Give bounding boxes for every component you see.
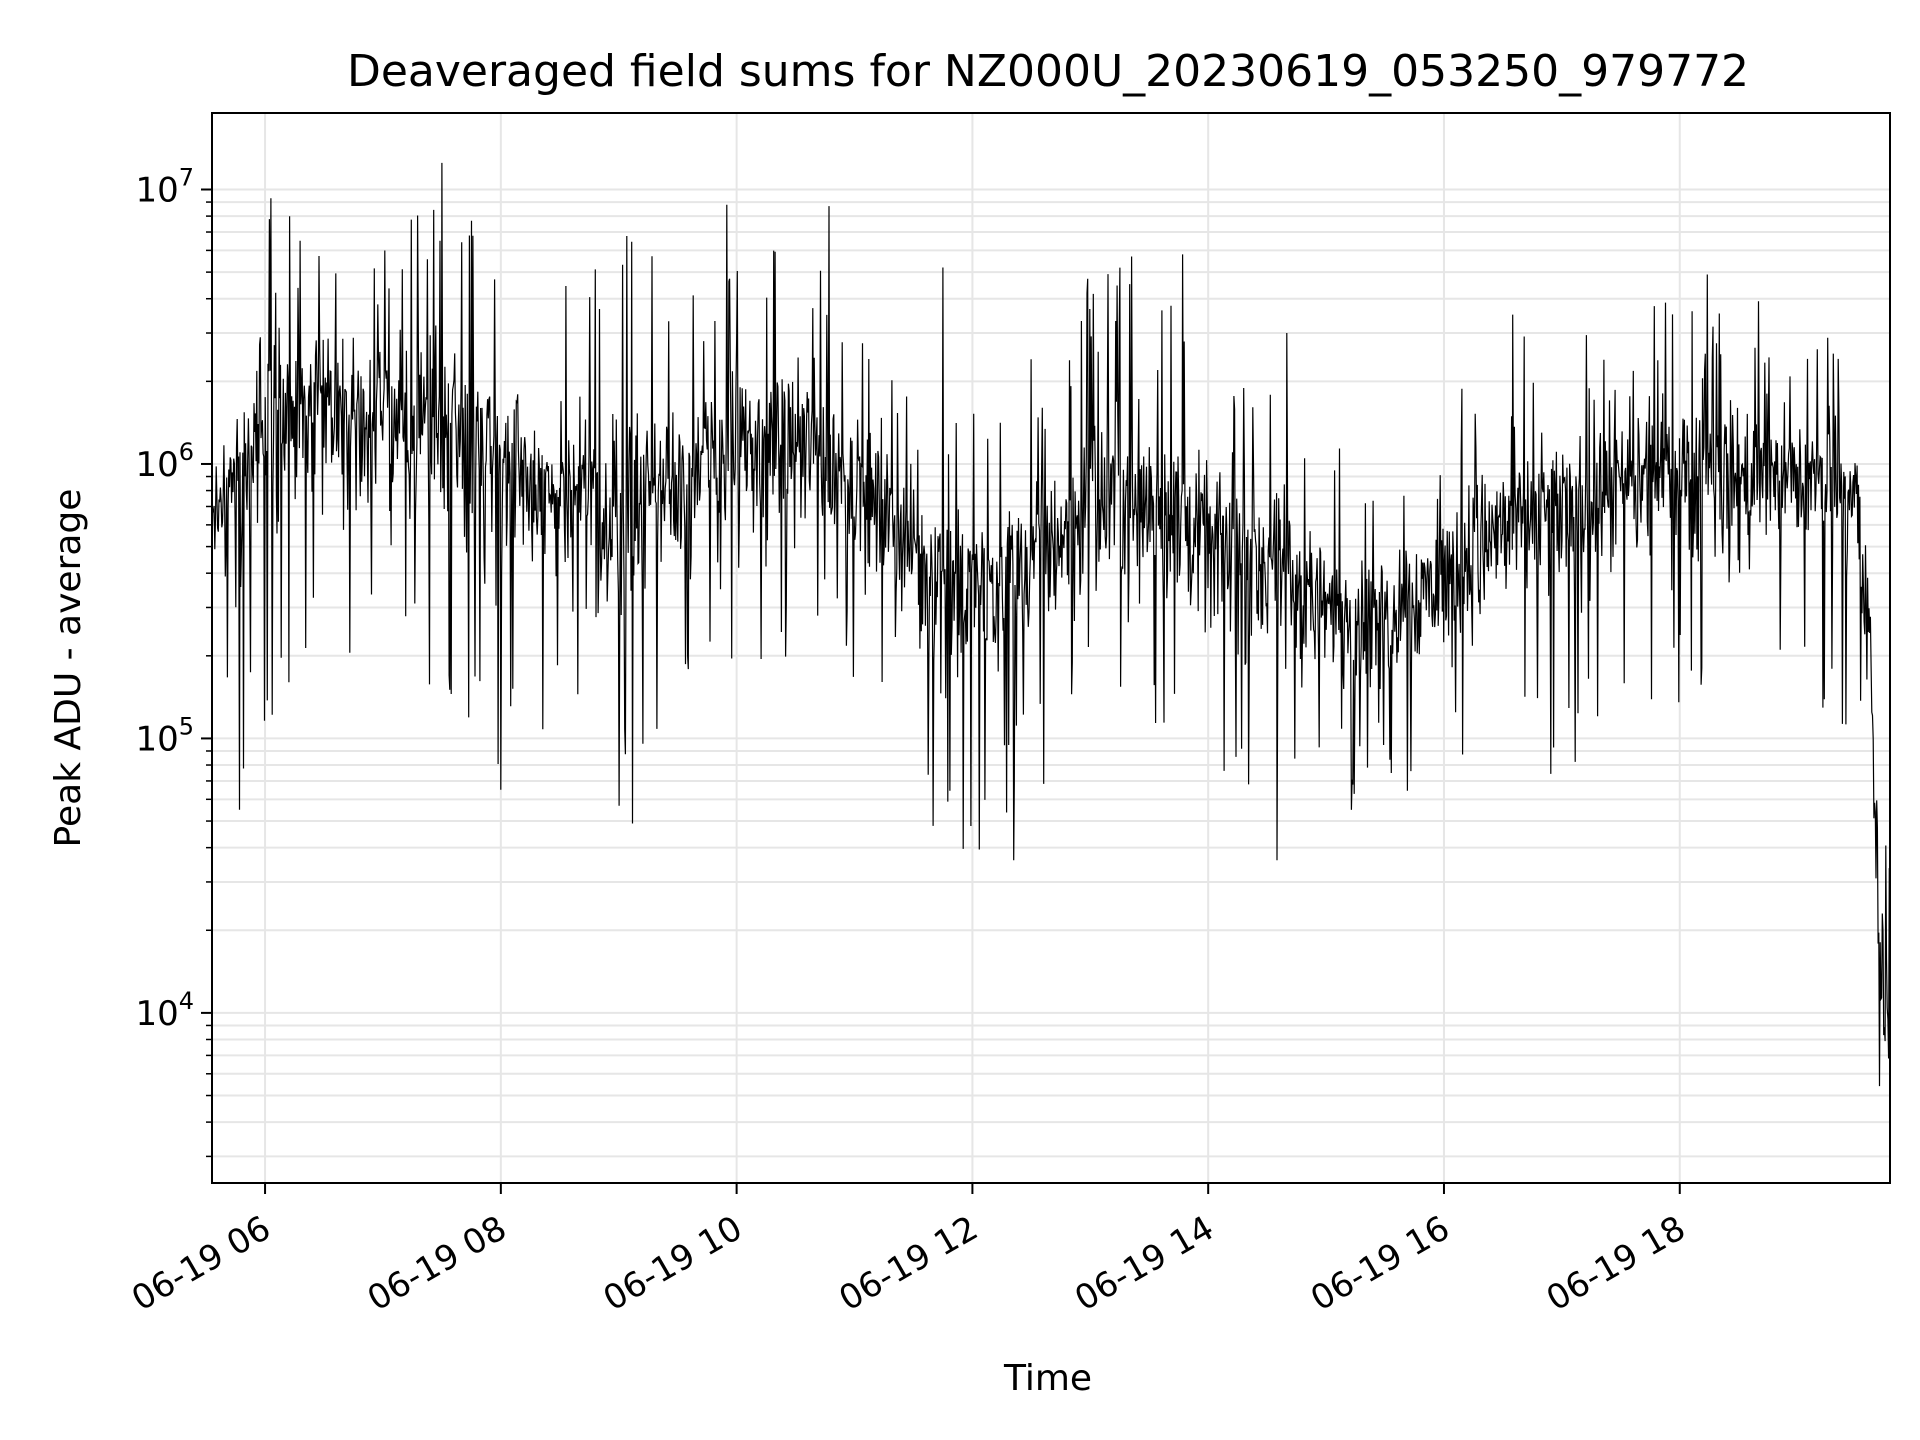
y-tick-label: 104 — [135, 987, 194, 1034]
y-tick-label-base: 10 — [135, 719, 178, 759]
series-line — [211, 162, 1891, 1146]
y-tick-label: 105 — [135, 712, 194, 759]
y-tick-label-exponent: 5 — [179, 712, 194, 740]
y-tick-label-exponent: 4 — [179, 987, 194, 1015]
chart-title: Deaveraged field sums for NZ000U_2023061… — [347, 46, 1749, 97]
x-axis-label: Time — [1003, 1358, 1092, 1399]
y-tick-label: 106 — [135, 438, 194, 485]
y-axis-label: Peak ADU - average — [48, 489, 89, 848]
y-tick-label-base: 10 — [135, 445, 178, 485]
y-tick-label-base: 10 — [135, 994, 178, 1034]
series-layer — [211, 162, 1891, 1146]
y-tick-label-base: 10 — [135, 171, 178, 211]
plot-frame — [211, 112, 1891, 1184]
y-tick-label-exponent: 6 — [179, 438, 194, 466]
y-tick-label-exponent: 7 — [179, 164, 194, 192]
y-tick-label: 107 — [135, 164, 194, 211]
